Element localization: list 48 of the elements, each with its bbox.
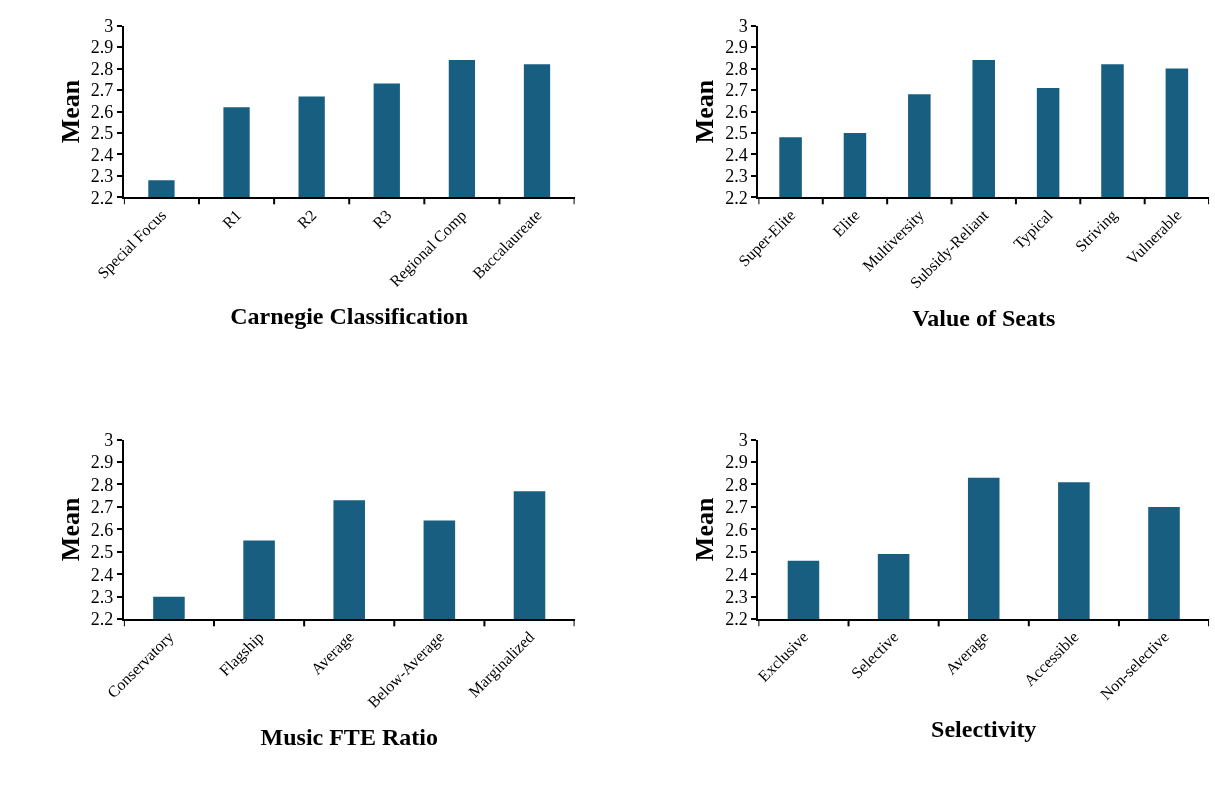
x-tick-label: R1	[219, 206, 245, 232]
y-tick-label: 2.3	[725, 587, 748, 608]
x-tick-label: R2	[294, 206, 320, 232]
y-tick-label: 2.7	[90, 497, 114, 518]
y-tick-label: 2.6	[725, 519, 748, 540]
y-tick-label: 2.9	[90, 37, 114, 58]
y-tick-label: 3	[738, 15, 748, 36]
y-axis-title: Mean	[55, 79, 85, 144]
x-axis-title: Selectivity	[931, 715, 1037, 742]
y-tick-label: 2.7	[90, 80, 114, 101]
y-tick-label: 2.9	[725, 37, 748, 58]
y-tick-label: 2.2	[725, 187, 748, 208]
y-tick-label: 2.3	[90, 587, 114, 608]
y-tick-label: 2.5	[90, 542, 114, 563]
x-axis-title: Music FTE Ratio	[260, 724, 438, 751]
y-tick-label: 2.2	[725, 609, 748, 630]
y-tick-label: 2.2	[90, 187, 114, 208]
y-tick-label: 2.3	[725, 166, 748, 187]
y-axis-title: Mean	[55, 497, 85, 562]
y-tick-label: 2.3	[90, 166, 114, 187]
y-tick-label: 3	[104, 429, 114, 450]
y-tick-label: 2.5	[725, 542, 748, 563]
y-tick-label: 2.7	[725, 497, 748, 518]
y-tick-label: 2.9	[90, 452, 114, 473]
y-tick-label: 2.4	[725, 564, 748, 585]
x-tick-label: Elite	[829, 206, 863, 240]
y-tick-label: 2.4	[90, 564, 114, 585]
x-axis-title: Carnegie Classification	[230, 303, 469, 330]
y-tick-label: 2.7	[725, 80, 748, 101]
y-tick-label: 2.5	[90, 123, 114, 144]
y-tick-label: 2.4	[725, 144, 748, 165]
y-axis-title: Mean	[690, 497, 720, 562]
y-tick-label: 2.6	[90, 101, 114, 122]
y-tick-label: 2.8	[725, 474, 748, 495]
x-tick-label: R3	[369, 206, 395, 232]
y-tick-label: 2.8	[90, 58, 114, 79]
y-tick-label: 2.8	[725, 58, 748, 79]
y-tick-label: 2.5	[725, 123, 748, 144]
y-tick-label: 2.4	[90, 144, 114, 165]
x-axis-title: Value of Seats	[912, 304, 1056, 331]
y-tick-label: 2.8	[90, 474, 114, 495]
y-tick-label: 2.2	[90, 609, 114, 630]
y-tick-label: 2.6	[725, 101, 748, 122]
y-tick-label: 3	[738, 429, 748, 450]
y-tick-label: 3	[104, 15, 114, 36]
y-axis-title: Mean	[690, 79, 720, 144]
y-tick-label: 2.9	[725, 452, 748, 473]
y-tick-label: 2.6	[90, 519, 114, 540]
